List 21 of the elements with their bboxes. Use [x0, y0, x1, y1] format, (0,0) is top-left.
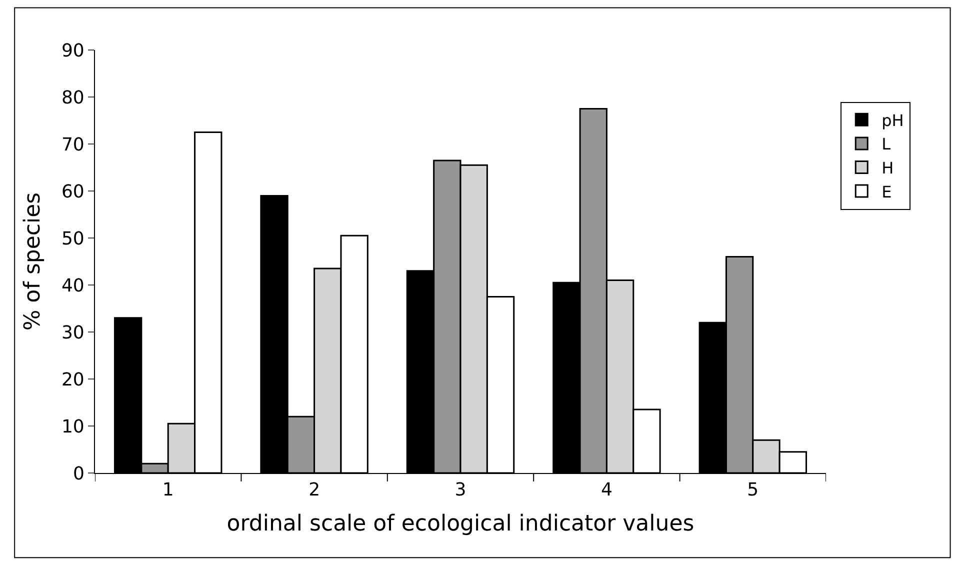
y-tick-label: 20: [61, 369, 84, 390]
y-tick-label: 80: [61, 87, 84, 108]
y-tick-label: 30: [61, 322, 84, 344]
y-tick-label: 60: [61, 181, 84, 202]
x-tick-label: 2: [308, 480, 320, 501]
x-tick-label: 5: [747, 480, 759, 501]
y-tick-label: 70: [61, 134, 84, 156]
legend-label: L: [882, 134, 891, 154]
y-tick-label: 40: [61, 275, 84, 296]
x-tick-label: 4: [600, 480, 612, 501]
legend-label: H: [882, 158, 894, 178]
x-axis-title: ordinal scale of ecological indicator values: [226, 512, 694, 536]
legend-label: pH: [882, 110, 904, 130]
y-tick-label: 0: [72, 463, 84, 484]
y-axis-title: % of species: [20, 192, 46, 331]
y-tick-label: 50: [61, 228, 84, 250]
y-tick-label: 10: [61, 416, 84, 438]
x-tick-label: 1: [162, 480, 174, 501]
legend-label: E: [882, 182, 892, 202]
y-tick-label: 90: [61, 40, 84, 62]
x-tick-label: 3: [454, 480, 466, 501]
